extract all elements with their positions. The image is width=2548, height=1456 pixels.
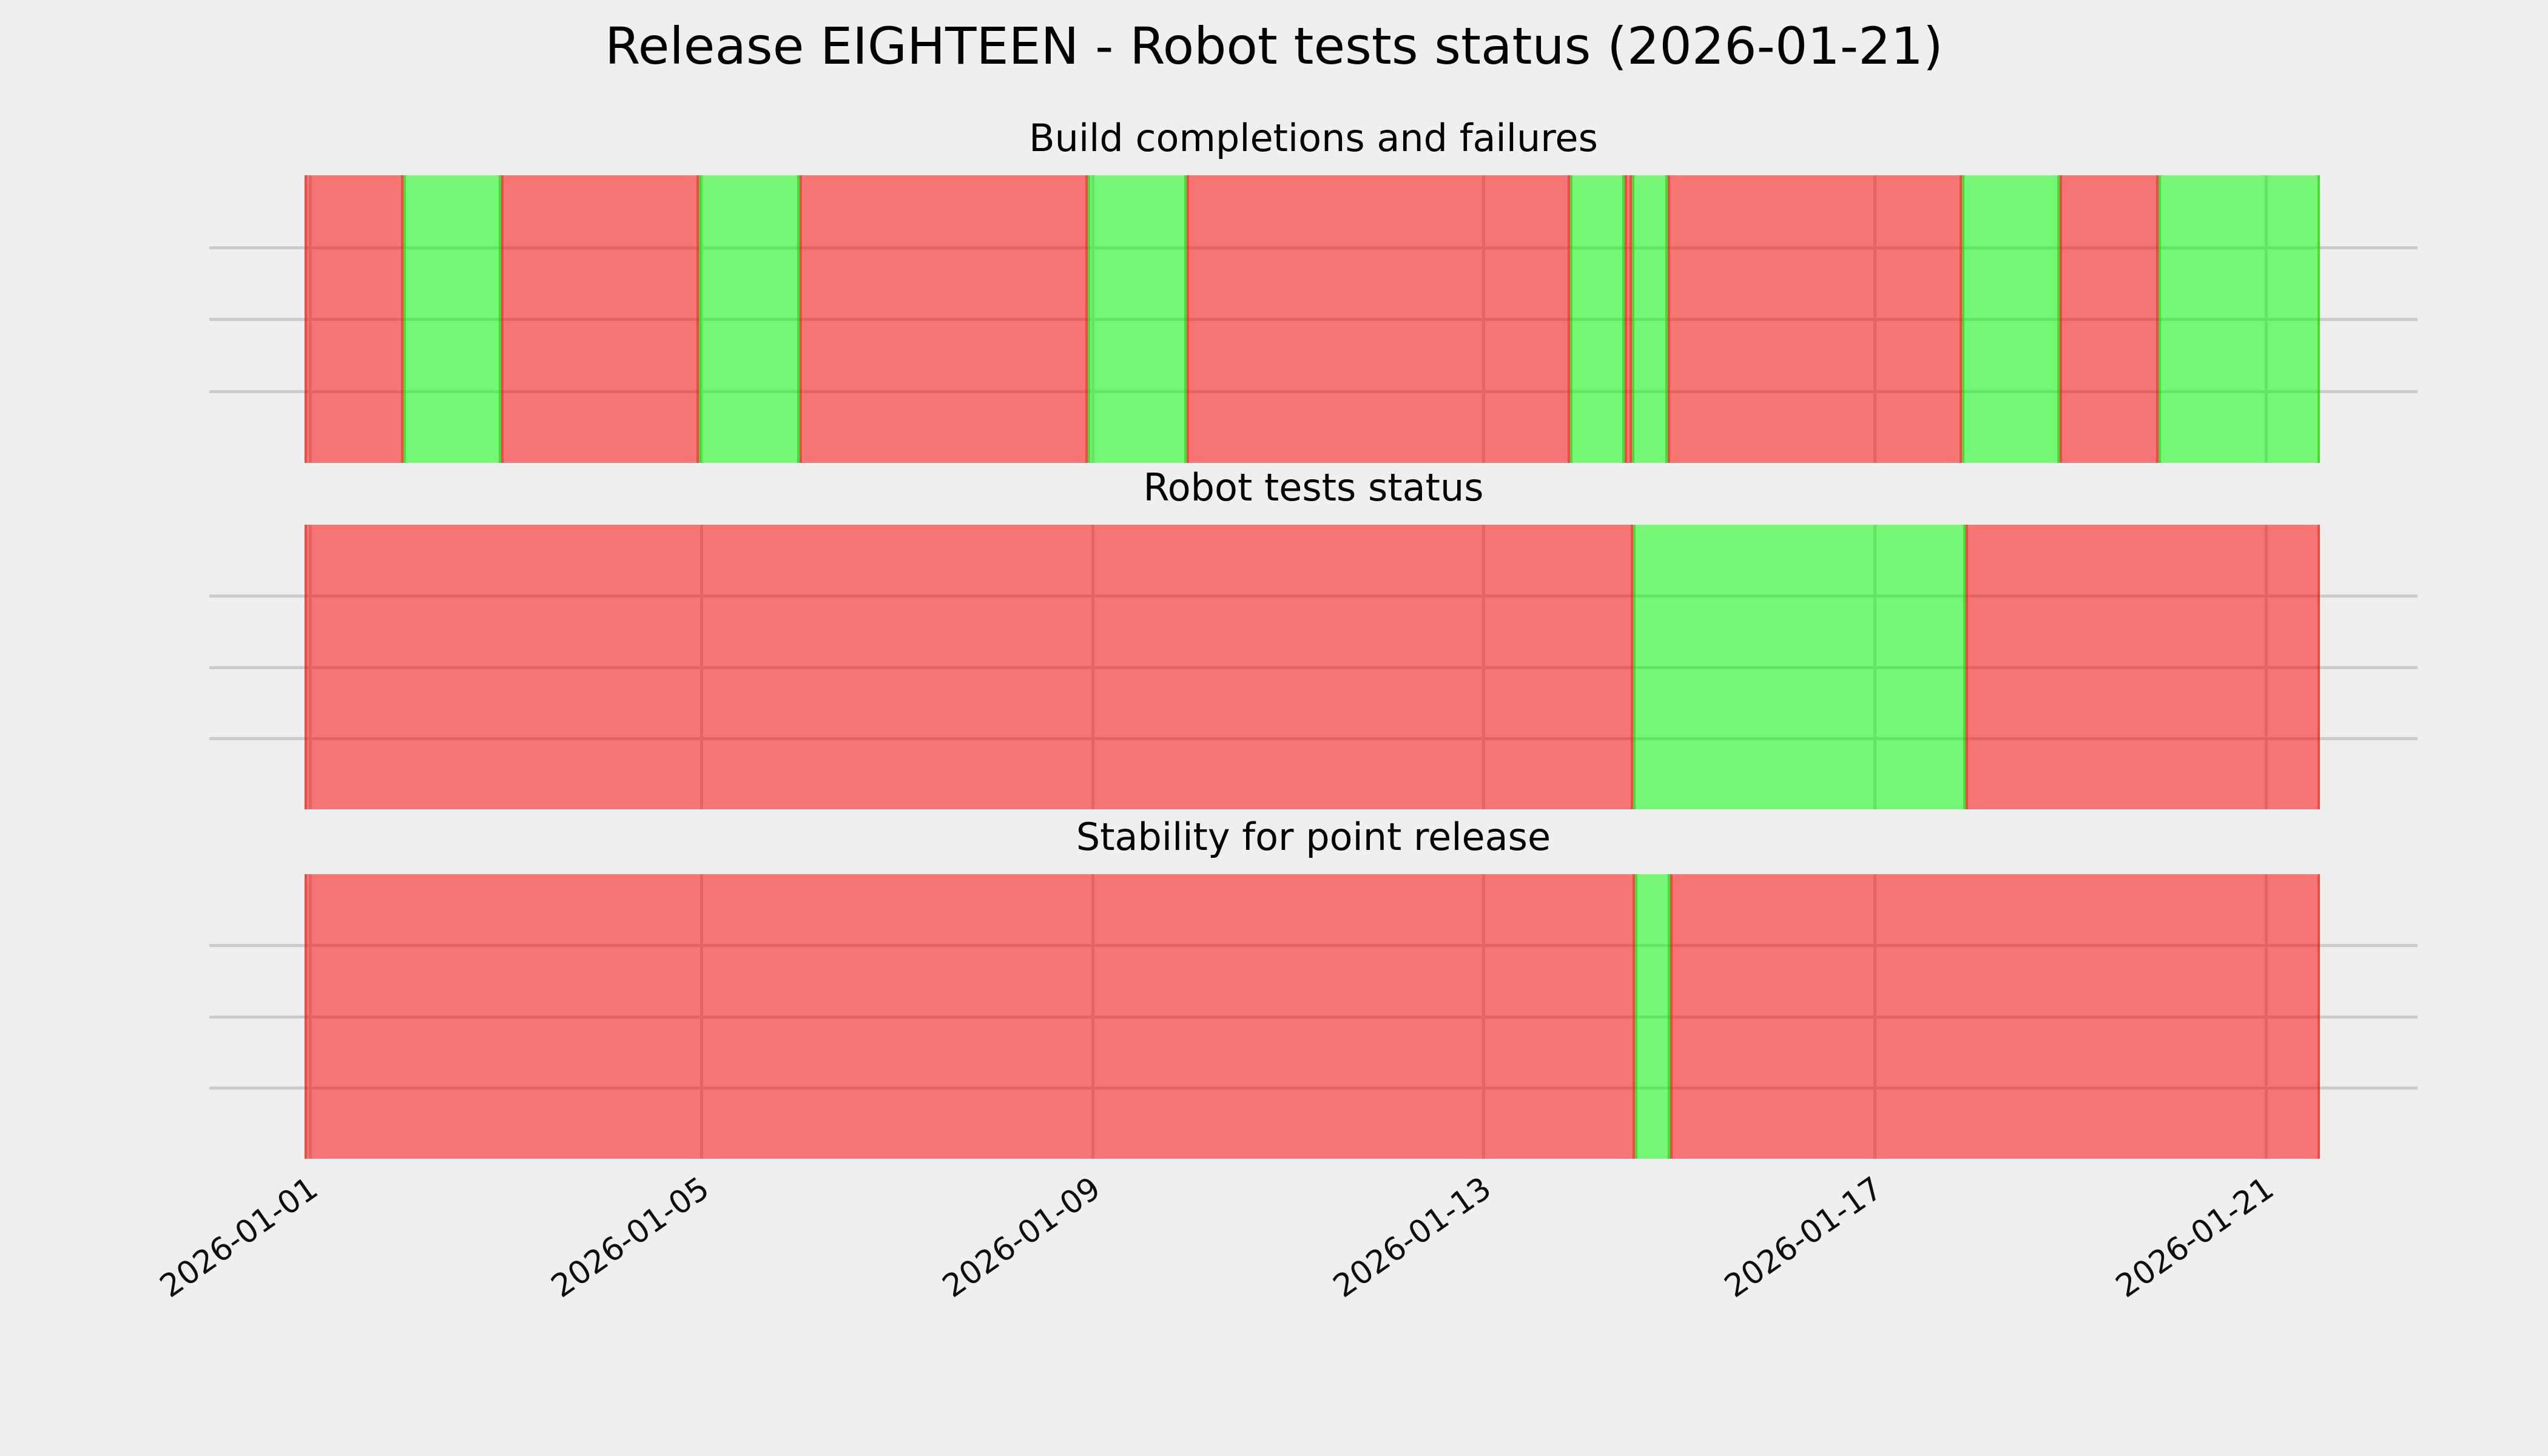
panel-axes [209, 874, 2418, 1159]
panel-title: Stability for point release [1076, 815, 1551, 859]
status-segment-pass [403, 175, 501, 463]
bar-region [305, 874, 2320, 1159]
status-segment-pass [1962, 175, 2060, 463]
x-tick-label: 2026-01-17 [1718, 1170, 1890, 1306]
bar-region [305, 525, 2320, 809]
status-segment-fail [1624, 175, 1632, 463]
status-segment-pass [1569, 175, 1625, 463]
bar-region [305, 175, 2320, 463]
status-segment-fail [799, 175, 1088, 463]
status-segment-fail [500, 175, 699, 463]
status-segment-pass [699, 175, 800, 463]
status-segment-fail [1965, 525, 2320, 809]
x-tick-label: 2026-01-13 [1327, 1170, 1498, 1306]
status-segment-fail [305, 874, 1635, 1159]
status-segment-fail [1187, 175, 1570, 463]
status-segment-pass [1087, 175, 1187, 463]
status-segment-fail [305, 525, 1633, 809]
x-tick-label: 2026-01-09 [935, 1170, 1107, 1306]
x-tick-label: 2026-01-05 [544, 1170, 716, 1306]
status-segment-pass [1633, 525, 1966, 809]
status-segment-pass [2158, 175, 2320, 463]
x-tick-label: 2026-01-01 [153, 1170, 325, 1306]
status-segment-fail [305, 175, 404, 463]
x-tick-label: 2026-01-21 [2109, 1170, 2281, 1306]
figure-title: Release EIGHTEEN - Robot tests status (2… [605, 16, 1943, 76]
status-segment-fail [2060, 175, 2159, 463]
status-segment-fail [1667, 175, 1962, 463]
status-segment-pass [1634, 874, 1671, 1159]
panel-title: Robot tests status [1143, 465, 1484, 510]
panel-axes [209, 175, 2418, 463]
status-segment-fail [1670, 874, 2320, 1159]
panel-axes [209, 525, 2418, 809]
status-segment-pass [1631, 175, 1668, 463]
panel-title: Build completions and failures [1029, 116, 1598, 160]
